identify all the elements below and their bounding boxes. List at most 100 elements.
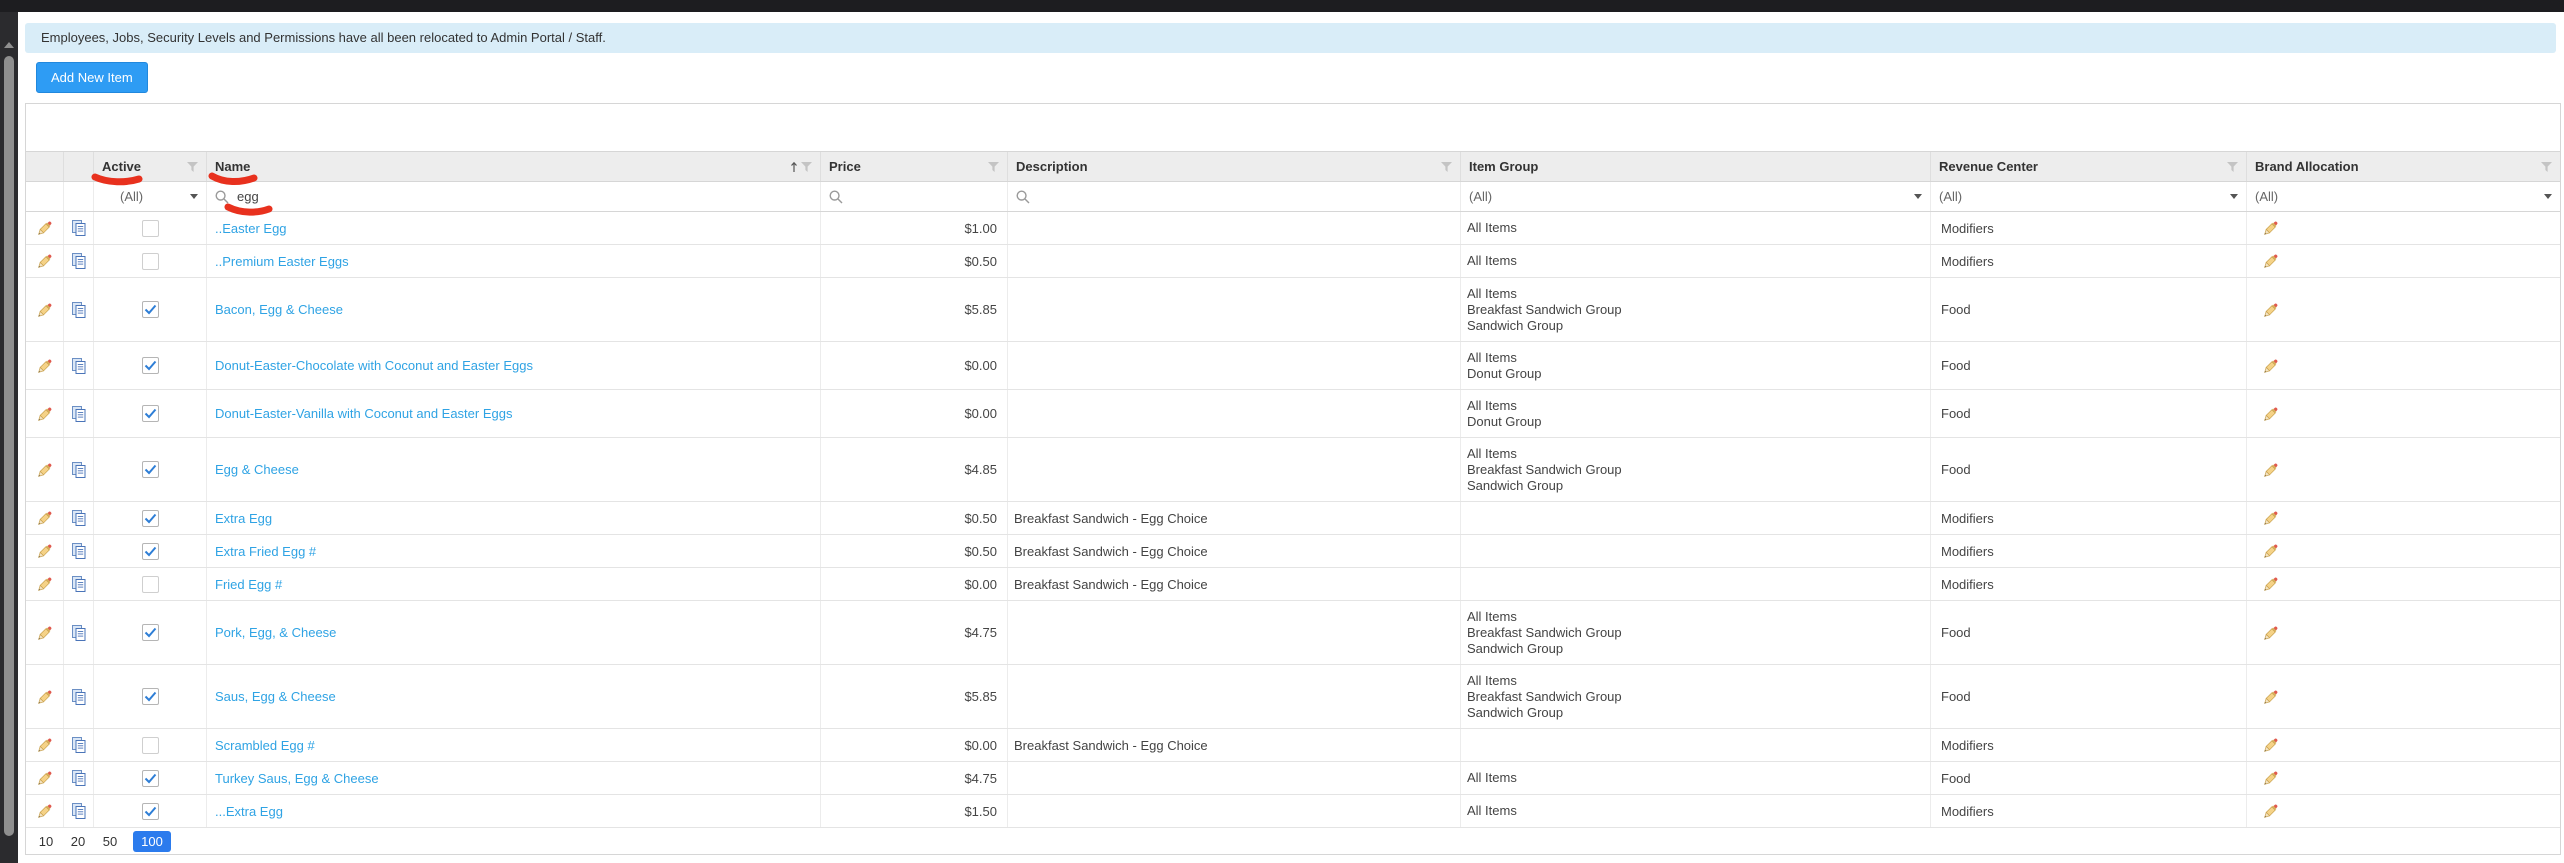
copy-cell[interactable]	[64, 390, 94, 437]
item-name-link[interactable]: Donut-Easter-Chocolate with Coconut and …	[215, 358, 533, 373]
active-checkbox[interactable]	[141, 688, 159, 705]
brand-allocation-cell[interactable]	[2247, 665, 2560, 728]
pencil-icon[interactable]	[35, 251, 55, 271]
edit-cell[interactable]	[26, 535, 64, 567]
pencil-icon[interactable]	[35, 218, 55, 238]
funnel-icon[interactable]	[187, 161, 198, 172]
active-checkbox[interactable]	[141, 769, 159, 787]
copy-cell[interactable]	[64, 342, 94, 389]
pencil-icon[interactable]	[2261, 300, 2281, 320]
filter-cell-group[interactable]: (All)	[1461, 182, 1931, 211]
pencil-icon[interactable]	[35, 541, 55, 561]
active-checkbox[interactable]	[141, 624, 159, 641]
pencil-icon[interactable]	[2261, 356, 2281, 376]
filter-cell-price[interactable]	[821, 182, 1008, 211]
pencil-icon[interactable]	[35, 768, 55, 788]
group-filter-dropdown[interactable]: (All)	[1461, 182, 1930, 211]
name-cell[interactable]: ...Extra Egg	[207, 795, 821, 827]
copy-cell[interactable]	[64, 245, 94, 277]
active-checkbox[interactable]	[141, 252, 159, 270]
copy-icon[interactable]	[70, 405, 87, 423]
item-name-link[interactable]: Pork, Egg, & Cheese	[215, 625, 337, 640]
name-cell[interactable]: Donut-Easter-Vanilla with Coconut and Ea…	[207, 390, 821, 437]
copy-cell[interactable]	[64, 729, 94, 761]
brand-filter-dropdown[interactable]: (All)	[2247, 182, 2560, 211]
pencil-icon[interactable]	[2261, 251, 2281, 271]
filter-cell-brand[interactable]: (All)	[2247, 182, 2560, 211]
item-name-link[interactable]: ...Extra Egg	[215, 803, 283, 819]
name-cell[interactable]: Turkey Saus, Egg & Cheese	[207, 762, 821, 794]
copy-icon[interactable]	[70, 769, 87, 787]
brand-allocation-cell[interactable]	[2247, 729, 2560, 761]
copy-cell[interactable]	[64, 762, 94, 794]
name-cell[interactable]: Fried Egg #	[207, 568, 821, 600]
copy-icon[interactable]	[70, 736, 87, 754]
copy-icon[interactable]	[70, 575, 87, 593]
copy-icon[interactable]	[70, 802, 87, 820]
copy-icon[interactable]	[70, 461, 87, 479]
column-header-brand[interactable]: Brand Allocation	[2247, 152, 2560, 181]
name-cell[interactable]: Extra Egg	[207, 502, 821, 534]
pencil-icon[interactable]	[2261, 218, 2281, 238]
copy-cell[interactable]	[64, 278, 94, 341]
brand-allocation-cell[interactable]	[2247, 212, 2560, 244]
brand-allocation-cell[interactable]	[2247, 438, 2560, 501]
copy-cell[interactable]	[64, 601, 94, 664]
caret-down-icon[interactable]	[2544, 194, 2552, 199]
brand-allocation-cell[interactable]	[2247, 535, 2560, 567]
copy-icon[interactable]	[70, 301, 87, 319]
item-name-link[interactable]: Egg & Cheese	[215, 462, 299, 477]
pencil-icon[interactable]	[2261, 508, 2281, 528]
item-name-link[interactable]: Saus, Egg & Cheese	[215, 689, 336, 704]
edit-cell[interactable]	[26, 795, 64, 827]
pencil-icon[interactable]	[2261, 687, 2281, 707]
pencil-icon[interactable]	[2261, 404, 2281, 424]
copy-icon[interactable]	[70, 252, 87, 270]
scroll-up-arrow-icon[interactable]	[4, 42, 14, 48]
active-checkbox[interactable]	[141, 301, 159, 318]
sort-up-icon[interactable]	[790, 161, 798, 173]
active-checkbox[interactable]	[141, 575, 159, 593]
active-checkbox[interactable]	[141, 219, 159, 237]
price-search-input[interactable]	[821, 182, 1007, 211]
brand-allocation-cell[interactable]	[2247, 601, 2560, 664]
edit-cell[interactable]	[26, 601, 64, 664]
copy-icon[interactable]	[70, 688, 87, 706]
copy-icon[interactable]	[70, 542, 87, 560]
caret-down-icon[interactable]	[2230, 194, 2238, 199]
brand-allocation-cell[interactable]	[2247, 342, 2560, 389]
edit-cell[interactable]	[26, 278, 64, 341]
column-header-rev[interactable]: Revenue Center	[1931, 152, 2247, 181]
copy-icon[interactable]	[70, 357, 87, 375]
column-header-price[interactable]: Price	[821, 152, 1008, 181]
pager-option-100[interactable]: 100	[133, 831, 171, 852]
brand-allocation-cell[interactable]	[2247, 245, 2560, 277]
brand-allocation-cell[interactable]	[2247, 502, 2560, 534]
name-cell[interactable]: Pork, Egg, & Cheese	[207, 601, 821, 664]
item-name-link[interactable]: Donut-Easter-Vanilla with Coconut and Ea…	[215, 406, 513, 421]
brand-allocation-cell[interactable]	[2247, 795, 2560, 827]
active-checkbox[interactable]	[141, 461, 159, 478]
copy-cell[interactable]	[64, 795, 94, 827]
pencil-icon[interactable]	[35, 300, 55, 320]
column-header-active[interactable]: Active	[94, 152, 207, 181]
pencil-icon[interactable]	[2261, 768, 2281, 788]
brand-allocation-cell[interactable]	[2247, 762, 2560, 794]
pencil-icon[interactable]	[35, 460, 55, 480]
active-checkbox[interactable]	[141, 509, 159, 527]
item-name-link[interactable]: ..Easter Egg	[215, 220, 287, 236]
copy-cell[interactable]	[64, 502, 94, 534]
pencil-icon[interactable]	[2261, 735, 2281, 755]
name-cell[interactable]: Donut-Easter-Chocolate with Coconut and …	[207, 342, 821, 389]
item-name-link[interactable]: Turkey Saus, Egg & Cheese	[215, 770, 379, 786]
item-name-link[interactable]: Fried Egg #	[215, 576, 283, 592]
caret-down-icon[interactable]	[190, 194, 198, 199]
rev-filter-dropdown[interactable]: (All)	[1931, 182, 2246, 211]
filter-cell-rev[interactable]: (All)	[1931, 182, 2247, 211]
item-name-link[interactable]: Extra Egg	[215, 510, 273, 526]
active-checkbox[interactable]	[141, 542, 159, 560]
copy-icon[interactable]	[70, 509, 87, 527]
edit-cell[interactable]	[26, 568, 64, 600]
left-scrollbar[interactable]	[0, 12, 18, 863]
item-name-link[interactable]: Extra Fried Egg #	[215, 543, 317, 559]
